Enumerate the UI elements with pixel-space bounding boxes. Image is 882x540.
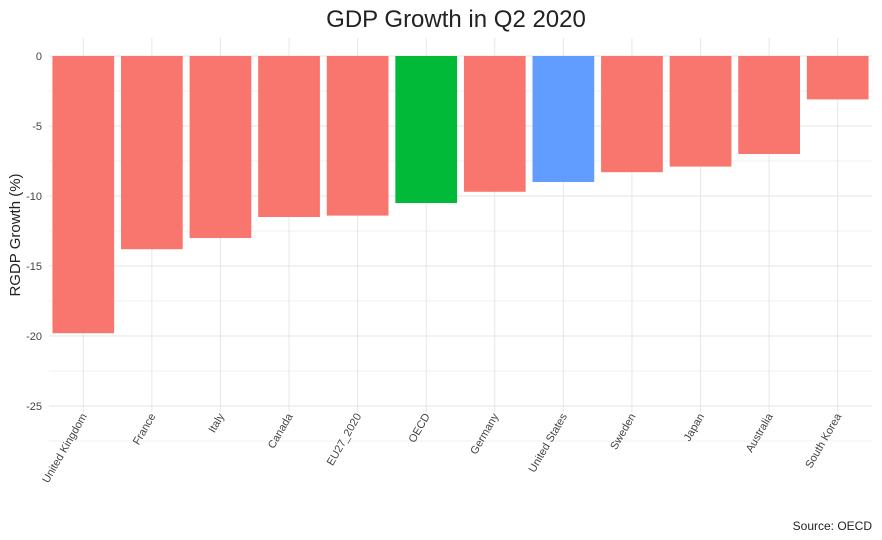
y-axis-title: RGDP Growth (%) [7,173,24,296]
y-tick-label: -10 [26,191,42,203]
x-tick-label: Japan [682,412,707,444]
x-tick-labels: United Kingdom France Italy Canada EU27_2020… [40,411,844,486]
bar-united-kingdom [52,56,115,334]
bar-sweden [601,56,663,173]
bars [52,56,869,334]
x-tick-label: France [131,412,159,448]
x-tick-label: OECD [407,411,433,445]
bar-australia [738,56,800,154]
x-tick-label: EU27_2020 [325,412,364,468]
bar-south-korea [806,56,869,100]
chart-title: GDP Growth in Q2 2020 [326,6,586,33]
x-tick-label: Sweden [608,412,638,452]
bar-united-states [532,56,595,182]
y-tick-label: -20 [26,331,42,343]
x-tick-label: Germany [468,411,501,457]
x-tick-label: Canada [266,411,296,451]
bar-germany [463,56,526,192]
y-tick-labels: 0 -5 -10 -15 -20 -25 [26,51,42,413]
x-tick-label: Italy [207,411,228,435]
bar-canada [258,56,320,217]
y-tick-label: -25 [26,401,42,413]
bar-oecd [395,56,458,203]
bar-eu27-2020 [326,56,389,216]
bar-france [121,56,183,250]
source-caption: Source: OECD [793,519,873,533]
bar-japan [669,56,732,167]
x-tick-label: Australia [744,411,776,455]
x-tick-label: United States [527,411,571,475]
y-tick-label: 0 [36,51,42,63]
bar-italy [189,56,252,238]
y-tick-label: -5 [32,121,42,133]
x-tick-label: United Kingdom [40,412,90,486]
y-tick-label: -15 [26,261,42,273]
